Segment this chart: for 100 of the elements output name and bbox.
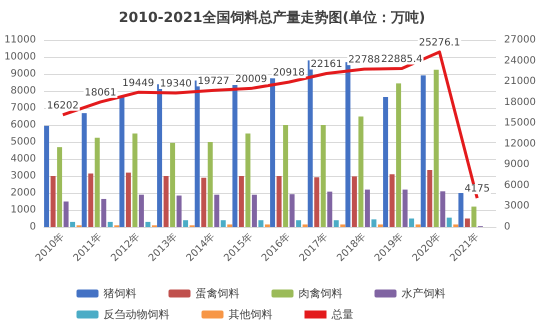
y2-tick-label: 21000 <box>504 76 536 88</box>
bar <box>132 134 138 227</box>
data-label: 4175 <box>464 184 490 195</box>
bar <box>446 218 452 227</box>
y-tick-label: 7000 <box>10 102 36 114</box>
bar <box>258 220 264 227</box>
bar <box>145 222 150 227</box>
y2-tick-label: 0 <box>504 222 510 232</box>
bar <box>358 116 364 227</box>
y2-tick-label: 12000 <box>504 138 536 150</box>
bar <box>283 125 288 227</box>
bar <box>201 178 206 227</box>
bar <box>138 194 144 227</box>
bar <box>458 193 464 227</box>
bar <box>214 194 220 227</box>
y-tick-label: 9000 <box>10 68 36 80</box>
bar <box>126 172 131 227</box>
legend-label: 肉禽饲料 <box>298 287 364 300</box>
legend-label: 蛋禽饲料 <box>196 287 262 300</box>
bar <box>378 224 383 227</box>
bar <box>314 177 320 227</box>
y2-tick-label: 24000 <box>504 55 536 66</box>
data-label: 19340 <box>160 78 192 90</box>
chart-title: 2010-2021全国饲料总产量走势图(单位：万吨) <box>118 9 426 26</box>
data-label: 22885.4 <box>381 54 423 65</box>
bar <box>440 191 446 227</box>
bar <box>427 170 432 227</box>
legend-label: 猪饲料 <box>104 287 158 300</box>
bar <box>176 196 182 227</box>
legend-label: 反刍动物饲料 <box>104 308 192 321</box>
bar <box>252 194 257 227</box>
data-label: 20918 <box>272 68 305 79</box>
y2-tick-label: 27000 <box>504 34 536 46</box>
bar <box>327 192 332 227</box>
bar <box>108 222 113 227</box>
bar <box>364 190 370 227</box>
y-tick-label: 1000 <box>10 204 36 216</box>
y2-tick-label: 9000 <box>504 159 530 170</box>
bar <box>170 142 176 227</box>
bar <box>220 220 226 227</box>
bar <box>420 75 426 227</box>
y-tick-label: 4000 <box>10 154 36 164</box>
bar <box>340 224 346 227</box>
bar <box>208 142 213 227</box>
y-tick-label: 5000 <box>10 136 36 148</box>
bar <box>88 173 94 227</box>
bar <box>434 70 439 227</box>
bar <box>119 96 124 227</box>
bar <box>296 220 302 227</box>
bar <box>270 78 276 227</box>
y-tick-label: 11000 <box>4 34 36 46</box>
bar <box>402 190 408 227</box>
bar <box>416 224 421 227</box>
bar <box>82 113 87 227</box>
data-label: 22161 <box>310 59 342 70</box>
y-tick-label: 8000 <box>10 86 36 96</box>
bar <box>383 96 388 227</box>
bar <box>464 218 470 227</box>
bar <box>94 138 100 227</box>
legend-label: 其他饲料 <box>228 308 294 321</box>
data-label: 22788 <box>348 54 380 66</box>
y-tick-label: 0 <box>30 222 36 232</box>
bar <box>396 83 402 227</box>
bar <box>157 84 162 227</box>
bar <box>70 222 76 227</box>
y2-tick-label: 3000 <box>504 200 530 212</box>
y-tick-label: 3000 <box>10 170 36 182</box>
y2-tick-label: 15000 <box>504 118 536 129</box>
bar <box>194 80 200 227</box>
bar <box>57 147 62 227</box>
bar <box>345 62 350 227</box>
bar <box>471 206 476 227</box>
bar <box>64 202 69 227</box>
bar <box>276 176 282 227</box>
data-label: 20009 <box>235 74 268 85</box>
legend-label: 总量 <box>330 308 376 321</box>
bar <box>44 126 50 227</box>
bar <box>101 198 106 227</box>
bar <box>302 224 308 227</box>
bar <box>308 60 313 227</box>
bar <box>164 176 169 227</box>
bar <box>232 85 238 227</box>
bar <box>352 176 357 227</box>
bar <box>183 220 188 227</box>
data-label: 19449 <box>122 78 154 89</box>
y-tick-label: 2000 <box>10 188 36 198</box>
bar <box>50 176 56 227</box>
bar <box>334 220 339 227</box>
y2-tick-label: 18000 <box>504 96 536 108</box>
data-label: 16202 <box>46 100 79 112</box>
y-tick-label: 6000 <box>10 120 36 130</box>
bar <box>320 125 326 227</box>
bar <box>390 174 395 227</box>
legend-label: 水产饲料 <box>402 287 468 300</box>
bar <box>238 176 244 227</box>
bar <box>290 194 295 227</box>
data-label: 18061 <box>84 87 116 98</box>
bar <box>264 224 270 227</box>
bar <box>371 219 376 227</box>
y2-tick-label: 6000 <box>504 180 530 191</box>
